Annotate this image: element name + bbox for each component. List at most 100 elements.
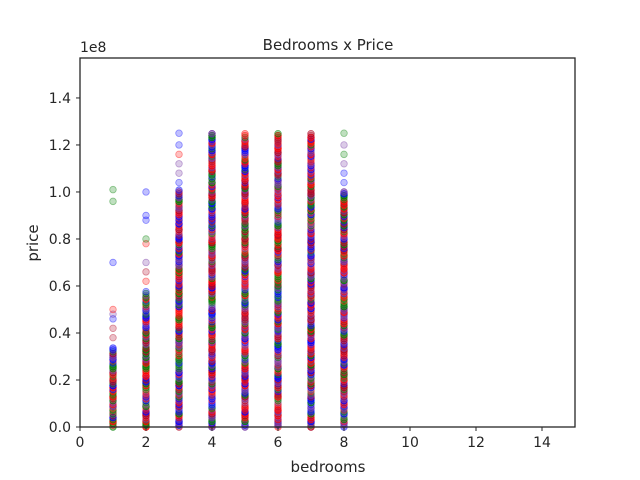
x-axis-label: bedrooms xyxy=(291,458,366,476)
data-point xyxy=(241,284,249,292)
data-point xyxy=(208,248,216,256)
data-point xyxy=(241,400,249,409)
y-tick-label: 0.8 xyxy=(49,232,71,248)
data-point xyxy=(274,387,282,395)
data-point xyxy=(241,145,249,153)
data-point xyxy=(175,280,183,288)
data-point xyxy=(307,158,315,166)
data-point xyxy=(307,237,315,245)
data-point xyxy=(208,381,216,390)
data-point xyxy=(340,398,348,407)
data-point xyxy=(142,323,150,332)
data-point xyxy=(241,146,249,155)
data-point xyxy=(175,193,183,202)
data-point xyxy=(208,378,216,386)
data-point xyxy=(274,359,282,367)
data-point xyxy=(241,129,249,138)
data-point xyxy=(175,323,183,332)
data-point xyxy=(208,331,216,339)
data-point xyxy=(307,380,315,388)
data-point xyxy=(208,250,216,258)
data-point xyxy=(208,214,216,222)
data-point xyxy=(274,212,282,221)
data-point xyxy=(175,402,183,411)
data-point xyxy=(109,315,117,323)
data-point xyxy=(142,398,150,407)
data-point xyxy=(175,361,183,369)
data-point xyxy=(307,316,315,324)
data-point xyxy=(142,391,150,399)
data-point xyxy=(208,259,216,268)
data-point xyxy=(340,404,348,412)
data-point xyxy=(307,250,315,258)
data-point xyxy=(142,327,150,335)
data-point xyxy=(274,381,282,390)
y-offset-label: 1e8 xyxy=(80,40,106,56)
data-point xyxy=(307,148,315,157)
data-point xyxy=(274,192,282,200)
data-point xyxy=(241,348,249,356)
data-point xyxy=(274,351,282,360)
data-point xyxy=(241,299,249,307)
data-point xyxy=(109,372,117,380)
data-point xyxy=(109,402,117,411)
data-point xyxy=(340,302,348,311)
data-point xyxy=(142,302,150,311)
data-point xyxy=(175,192,183,200)
data-point xyxy=(241,244,249,253)
data-point xyxy=(208,272,216,281)
data-point xyxy=(307,222,315,230)
data-point xyxy=(142,239,150,248)
data-point xyxy=(142,321,150,330)
data-point xyxy=(241,344,249,352)
data-point xyxy=(241,402,249,411)
data-point xyxy=(175,278,183,286)
data-point xyxy=(274,331,282,339)
data-point xyxy=(307,314,315,322)
data-point xyxy=(274,304,282,313)
data-point xyxy=(340,237,348,245)
data-point xyxy=(241,406,249,414)
data-point xyxy=(175,210,183,219)
data-point xyxy=(175,178,183,187)
data-point xyxy=(142,389,150,397)
data-point xyxy=(307,259,315,268)
data-point xyxy=(307,220,315,228)
data-point xyxy=(307,412,315,420)
data-point xyxy=(340,276,348,285)
data-point xyxy=(109,376,117,384)
data-point xyxy=(307,203,315,211)
data-point xyxy=(241,220,249,228)
data-point xyxy=(142,400,150,409)
data-point xyxy=(274,389,282,397)
data-point xyxy=(109,349,117,358)
data-point xyxy=(241,310,249,318)
data-point xyxy=(175,186,183,194)
data-point xyxy=(208,146,216,155)
data-point xyxy=(208,402,216,411)
data-point xyxy=(307,393,315,401)
data-point xyxy=(274,393,282,401)
data-point xyxy=(142,393,150,401)
data-point xyxy=(142,287,150,296)
data-point xyxy=(109,374,117,382)
data-point xyxy=(307,263,315,271)
x-tick-label: 10 xyxy=(401,435,419,451)
data-point xyxy=(175,160,183,168)
data-point xyxy=(175,218,183,226)
data-point xyxy=(274,129,282,138)
data-point xyxy=(274,334,282,343)
data-point xyxy=(241,133,249,142)
data-point xyxy=(274,383,282,392)
data-point xyxy=(307,169,315,177)
data-point xyxy=(175,208,183,217)
data-point xyxy=(241,135,249,144)
data-point xyxy=(109,197,117,206)
data-point xyxy=(241,158,249,166)
chart-title: Bedrooms x Price xyxy=(263,36,394,54)
data-point xyxy=(274,205,282,213)
data-point xyxy=(208,216,216,224)
data-point xyxy=(208,165,216,174)
data-point xyxy=(175,351,183,360)
data-point xyxy=(208,225,216,234)
